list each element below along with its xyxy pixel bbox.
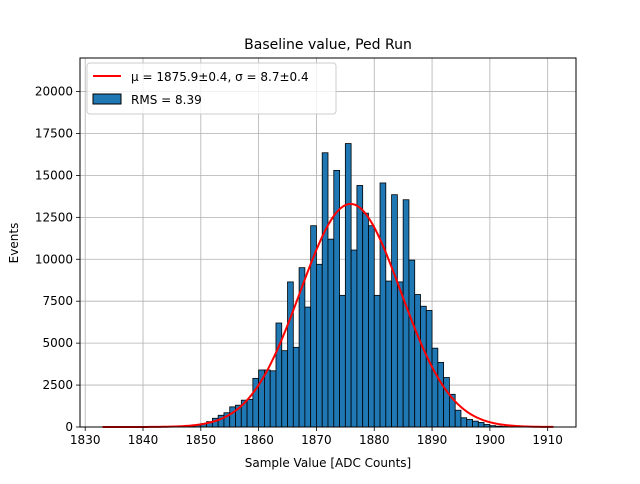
x-tick-label: 1840 — [128, 433, 159, 447]
x-tick-label: 1870 — [301, 433, 332, 447]
legend-hist-swatch — [93, 94, 121, 104]
histogram-bar — [293, 347, 299, 427]
histogram-bar — [478, 422, 484, 427]
histogram-bar — [230, 407, 236, 427]
y-axis-label: Events — [7, 223, 21, 264]
histogram-bar — [264, 370, 270, 427]
histogram-bar — [392, 195, 398, 427]
y-tick-label: 0 — [65, 420, 73, 434]
histogram-bar — [288, 282, 294, 427]
chart-title: Baseline value, Ped Run — [244, 37, 412, 53]
x-tick-label: 1830 — [70, 433, 101, 447]
histogram-bar — [473, 421, 479, 427]
histogram-bar — [276, 323, 282, 427]
legend: μ = 1875.9±0.4, σ = 8.7±0.4 RMS = 8.39 — [87, 63, 336, 114]
x-tick-label: 1910 — [532, 433, 563, 447]
histogram-bar — [420, 306, 426, 427]
histogram-bar — [444, 378, 450, 427]
histogram-bar — [340, 295, 346, 427]
histogram-bar — [426, 310, 432, 427]
legend-fit-label: μ = 1875.9±0.4, σ = 8.7±0.4 — [131, 70, 309, 84]
histogram-bar — [322, 153, 328, 427]
y-tick-label: 5000 — [42, 336, 73, 350]
histogram-bar — [380, 183, 386, 427]
histogram-bar — [357, 185, 363, 427]
y-tick-label: 12500 — [35, 210, 73, 224]
histogram-bar — [386, 281, 392, 427]
x-tick-label: 1900 — [475, 433, 506, 447]
histogram-bar — [351, 250, 357, 427]
histogram-bar — [328, 239, 334, 427]
x-axis-label: Sample Value [ADC Counts] — [245, 456, 411, 470]
histogram-bar — [461, 418, 467, 427]
y-tick-label: 17500 — [35, 126, 73, 140]
histogram-bar — [438, 362, 444, 427]
x-tick-label: 1880 — [359, 433, 390, 447]
y-tick-label: 2500 — [42, 378, 73, 392]
histogram-bar — [467, 419, 473, 427]
histogram-bar — [316, 264, 322, 427]
histogram-bar — [368, 226, 374, 427]
x-tick-label: 1890 — [417, 433, 448, 447]
histogram-bar — [247, 399, 253, 427]
y-tick-label: 20000 — [35, 85, 73, 99]
histogram-bar — [282, 351, 288, 427]
histogram-bar — [270, 371, 276, 427]
histogram-bar — [409, 260, 415, 427]
histogram-bar — [455, 410, 461, 427]
y-tick-label: 15000 — [35, 168, 73, 182]
histogram-bar — [374, 295, 380, 427]
x-tick-label: 1860 — [243, 433, 274, 447]
histogram-bar — [397, 282, 403, 427]
histogram-bar — [363, 213, 369, 427]
y-tick-label: 10000 — [35, 252, 73, 266]
histogram-bar — [432, 348, 438, 427]
histogram-bar — [415, 294, 421, 427]
histogram-bar — [345, 144, 351, 427]
y-tick-label: 7500 — [42, 294, 73, 308]
histogram-bar — [305, 307, 311, 427]
x-tick-label: 1850 — [186, 433, 217, 447]
legend-hist-label: RMS = 8.39 — [131, 93, 202, 107]
